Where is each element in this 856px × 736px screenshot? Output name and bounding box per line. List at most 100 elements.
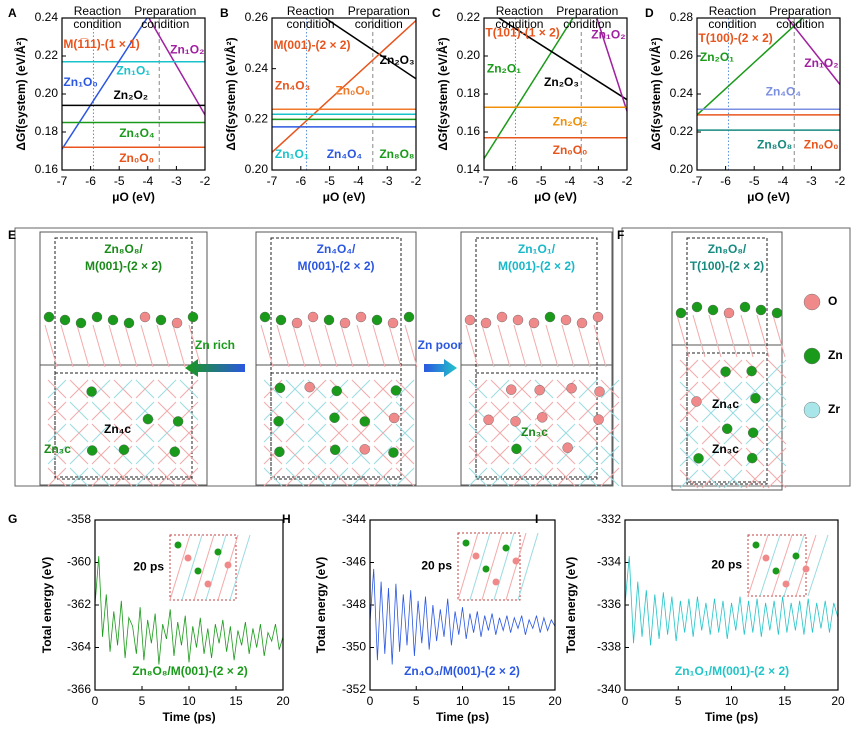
- y-axis-label: Total energy (eV): [564, 557, 578, 653]
- bond: [135, 379, 155, 399]
- bond: [373, 401, 393, 421]
- panel-letter: F: [617, 228, 624, 242]
- inset-bond: [181, 534, 203, 601]
- x-tick-label: -6: [507, 174, 518, 188]
- atom: [259, 311, 271, 323]
- x-axis-label: μO (eV): [534, 190, 577, 204]
- bond: [692, 314, 706, 358]
- y-tick-label: 0.20: [457, 48, 481, 62]
- atom: [528, 317, 540, 329]
- atom: [359, 416, 370, 427]
- bond: [701, 381, 721, 401]
- atom: [307, 311, 319, 323]
- y-tick-label: -362: [67, 597, 91, 611]
- model-title: Zn₈O₈/: [104, 242, 143, 256]
- bond: [340, 324, 354, 368]
- x-tick-label: -3: [593, 174, 604, 188]
- atom: [747, 452, 758, 464]
- inset-atom: [174, 541, 182, 549]
- inset-atom: [204, 580, 212, 588]
- bond: [307, 401, 327, 421]
- bond: [395, 445, 415, 465]
- bond: [465, 324, 479, 368]
- inset-atom: [482, 565, 490, 573]
- y-tick-label: 0.16: [457, 124, 481, 138]
- unit-cell: [54, 237, 193, 480]
- inset-bond: [193, 534, 215, 601]
- y-tick-label: 0.24: [245, 61, 269, 75]
- bond: [108, 324, 122, 368]
- atom: [594, 386, 605, 397]
- unit-cell: [54, 372, 193, 478]
- bond: [292, 324, 306, 368]
- x-tick-label: 10: [456, 694, 470, 708]
- site-label: Zn₄c: [712, 397, 739, 411]
- bond: [767, 359, 787, 379]
- atom: [483, 414, 494, 425]
- y-tick-label: -348: [342, 597, 366, 611]
- bond: [156, 324, 170, 368]
- bond: [47, 445, 67, 465]
- model-title: M(001)-(2 × 2): [297, 259, 374, 273]
- x-axis-label: Time (ps): [436, 710, 489, 724]
- bond: [578, 379, 598, 399]
- inset-atom: [492, 578, 500, 586]
- bond: [512, 379, 532, 399]
- atom: [304, 381, 315, 393]
- unit-cell: [270, 237, 402, 480]
- bond: [395, 423, 415, 443]
- unit-cell: [475, 372, 598, 478]
- x-tick-label: -7: [692, 174, 703, 188]
- annotation: Preparation condition: [347, 4, 410, 31]
- bond: [708, 314, 722, 358]
- atom: [274, 446, 285, 458]
- atom: [339, 317, 351, 329]
- bond: [600, 423, 620, 443]
- y-tick-label: -338: [597, 640, 621, 654]
- inset-label: 20 ps: [711, 558, 742, 572]
- y-tick-label: 0.24: [35, 10, 59, 24]
- series-label: Zn₄O₄: [766, 84, 802, 98]
- atom: [171, 317, 183, 329]
- atom: [142, 413, 154, 425]
- y-tick-label: 0.22: [670, 124, 694, 138]
- atom: [534, 384, 545, 396]
- atom: [693, 453, 704, 464]
- atom: [172, 416, 184, 427]
- atom: [43, 311, 55, 323]
- atom: [91, 311, 103, 323]
- x-axis-label: Time (ps): [162, 710, 215, 724]
- x-axis-label: μO (eV): [323, 190, 366, 204]
- bond: [701, 359, 721, 379]
- chart-panel: -7 -6 -5 -4 -3 -2 0.14 0.16 0.18 0.20 0.22 Zn₂O₁ Zn₂…: [432, 6, 633, 204]
- bond: [701, 447, 721, 467]
- bond: [172, 324, 186, 368]
- atom: [544, 311, 556, 323]
- bond: [351, 467, 371, 487]
- series-label: Zn₈O₈: [757, 137, 792, 151]
- bond: [307, 467, 327, 487]
- inset-bond: [505, 532, 527, 601]
- bond: [373, 379, 393, 399]
- x-tick-label: -7: [57, 174, 68, 188]
- bond: [351, 379, 371, 399]
- site-label: Zn₃c: [712, 442, 739, 456]
- y-tick-label: -366: [67, 682, 91, 696]
- atom: [388, 412, 400, 424]
- inset-bond: [469, 532, 491, 601]
- bond: [113, 401, 133, 421]
- atom: [562, 442, 573, 453]
- bond: [767, 469, 787, 489]
- atom: [675, 307, 687, 319]
- annotation: Reaction condition: [286, 4, 335, 31]
- series-label: Zn₈O₈: [379, 147, 414, 161]
- panel-letter: G: [8, 512, 17, 526]
- bond: [179, 445, 199, 465]
- unit-cell: [270, 372, 402, 478]
- x-axis-label: Time (ps): [705, 710, 758, 724]
- atom: [274, 382, 286, 394]
- atom: [576, 317, 588, 329]
- plot-area: [370, 568, 555, 665]
- x-tick-label: 5: [413, 694, 420, 708]
- panel-letter: E: [8, 228, 16, 242]
